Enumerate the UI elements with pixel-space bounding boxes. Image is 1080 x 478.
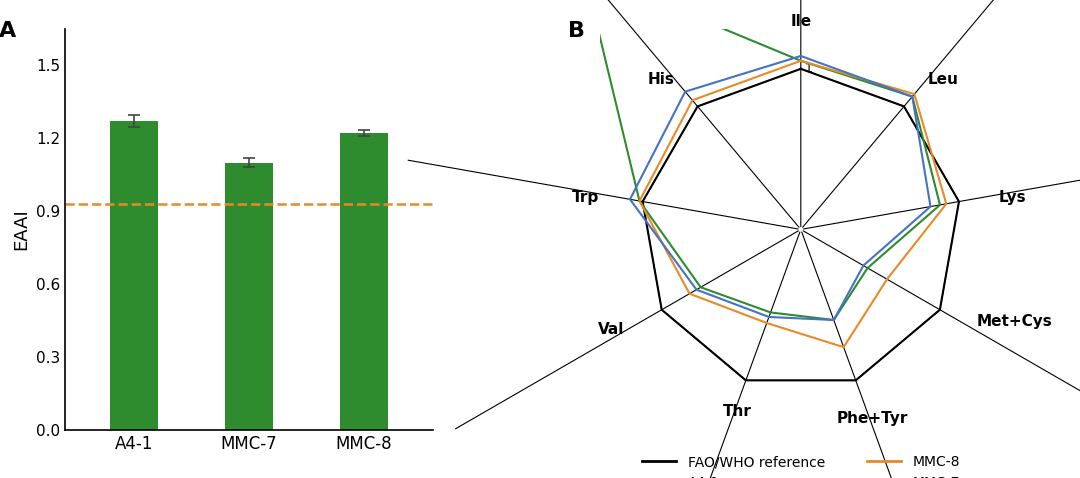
Text: Phe+Tyr: Phe+Tyr xyxy=(836,411,907,426)
Y-axis label: EAAI: EAAI xyxy=(12,208,30,250)
Text: Trp: Trp xyxy=(571,190,598,205)
Text: Lys: Lys xyxy=(999,190,1026,205)
Text: Thr: Thr xyxy=(724,404,752,419)
Text: A: A xyxy=(0,21,16,41)
Bar xyxy=(110,121,158,430)
Text: Val: Val xyxy=(598,322,625,337)
Legend: FAO/WHO reference, A4-1, MMC-8, MMC-7: FAO/WHO reference, A4-1, MMC-8, MMC-7 xyxy=(636,449,966,478)
Bar xyxy=(225,163,273,430)
Bar xyxy=(339,133,388,430)
Text: 1: 1 xyxy=(805,62,812,76)
Text: Leu: Leu xyxy=(928,73,958,87)
Text: Ile: Ile xyxy=(791,14,811,29)
Text: B: B xyxy=(568,21,585,41)
Text: His: His xyxy=(647,73,674,87)
Text: Met+Cys: Met+Cys xyxy=(976,315,1053,329)
